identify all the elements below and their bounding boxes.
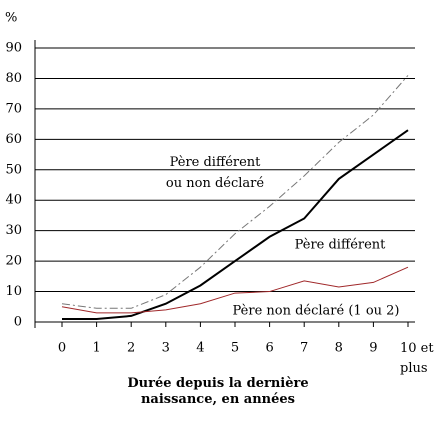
y-tick-label: 40 [5, 193, 22, 208]
y-tick-label: 50 [5, 162, 22, 177]
line-series [61, 75, 409, 309]
x-tick-label: 4 [196, 341, 204, 356]
x-tick-label: 2 [127, 341, 135, 356]
line-series [61, 266, 409, 314]
x-tick-label: 9 [369, 341, 377, 356]
x-tick-label: 5 [231, 341, 239, 356]
y-tick-label: 30 [5, 223, 22, 238]
x-tick-label: 0 [58, 341, 66, 356]
line-series [62, 129, 409, 320]
x-tick-label: 6 [265, 341, 273, 356]
y-tick-label: 20 [5, 254, 22, 269]
x-tick-label: 7 [300, 341, 308, 356]
x-axis-title: Durée depuis la dernière naissance, en an… [127, 376, 308, 407]
y-tick-label: 0 [14, 315, 22, 330]
x-tick-label: 8 [335, 341, 343, 356]
x-tick-label: 10 et plus [400, 341, 434, 376]
series-label: Père différent [295, 238, 387, 253]
y-tick-label: 90 [5, 41, 22, 56]
x-tick-label: 3 [162, 341, 170, 356]
y-tick-label: 70 [5, 101, 22, 116]
series-label: Père non déclaré (1 ou 2) [233, 304, 400, 319]
y-tick-label: 10 [5, 284, 22, 299]
series-label: Père différent ou non déclaré [166, 155, 264, 191]
y-tick-label: 60 [5, 132, 22, 147]
x-tick-label: 1 [92, 341, 100, 356]
y-axis-label: % [5, 11, 17, 26]
y-tick-label: 80 [5, 71, 22, 86]
